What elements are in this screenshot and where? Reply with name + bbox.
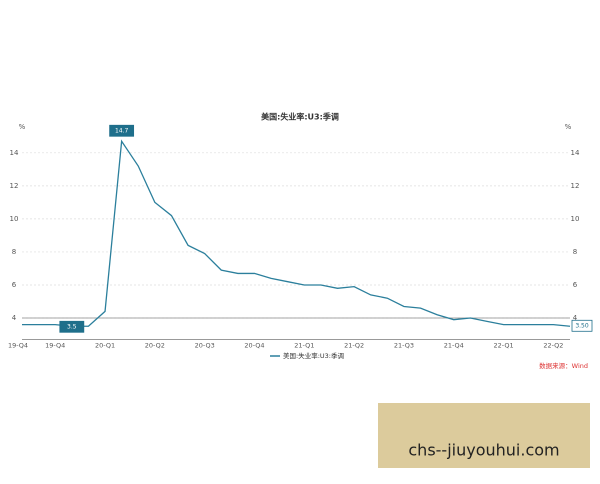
value-label-box	[59, 320, 85, 333]
value-label: 3.50	[575, 323, 589, 330]
series-line	[22, 139, 571, 327]
x-tick-label: 20-Q3	[195, 342, 215, 350]
value-label: 14.7	[115, 128, 129, 135]
y2-tick-label: 14	[571, 149, 580, 157]
x-tick-label: 21-Q1	[294, 342, 314, 350]
y2-tick-label: 12	[571, 182, 580, 190]
x-tick-label: 20-Q4	[244, 342, 264, 350]
y-unit: %	[19, 123, 26, 131]
x-tick-label: 22-Q1	[494, 342, 514, 350]
x-tick-label: 21-Q4	[444, 342, 464, 350]
y2-tick-label: 4	[573, 314, 578, 322]
x-tick-label: 19-Q4	[8, 342, 28, 350]
x-tick-label: 20-Q1	[95, 342, 115, 350]
chart-title: 美国:失业率:U3:季调	[261, 112, 339, 122]
y-tick-label: 6	[12, 281, 17, 289]
y2-unit: %	[565, 123, 572, 131]
x-tick-label: 21-Q3	[394, 342, 414, 350]
y-tick-label: 10	[10, 215, 19, 223]
x-tick-label: 20-Q2	[145, 342, 165, 350]
banner-box	[378, 403, 590, 468]
value-label-box	[109, 124, 135, 137]
x-tick-label: 21-Q2	[344, 342, 364, 350]
banner-text: chs--jiuyouhui.com	[408, 441, 559, 460]
y-tick-label: 14	[10, 149, 19, 157]
value-label: 3.5	[67, 324, 77, 331]
y-tick-label: 8	[12, 248, 16, 256]
x-tick-label: 19-Q4	[45, 342, 65, 350]
y2-tick-label: 6	[573, 281, 578, 289]
value-label-box	[571, 319, 593, 332]
y-tick-label: 4	[12, 314, 17, 322]
y-tick-label: 12	[10, 182, 19, 190]
y2-tick-label: 8	[573, 248, 577, 256]
source: 数据来源：Wind	[539, 361, 588, 370]
x-tick-label: 22-Q2	[543, 342, 563, 350]
y2-tick-label: 10	[571, 215, 580, 223]
legend-label: 美国:失业率:U3:季调	[283, 351, 344, 360]
